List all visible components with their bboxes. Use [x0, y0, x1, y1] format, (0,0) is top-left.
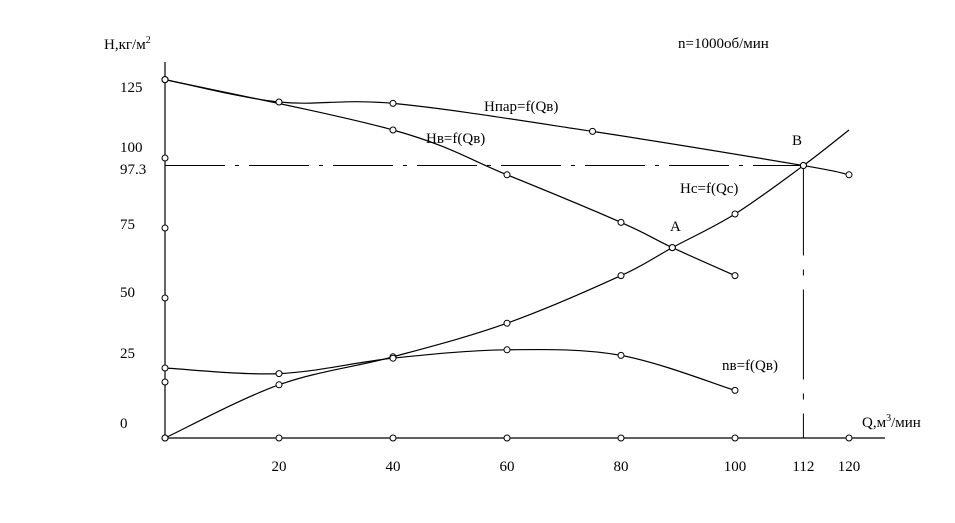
series-nv-line — [164, 348, 736, 391]
y-axis-marker-3 — [161, 294, 169, 302]
point-label-b: B — [792, 133, 802, 149]
y-tick-label-guide: 97.3 — [120, 162, 146, 178]
series-nv-point-1 — [275, 370, 283, 378]
data-markers — [161, 76, 853, 442]
x-tick-label-20: 20 — [272, 459, 287, 475]
series-hc-point-5 — [668, 244, 676, 252]
series-label-hc: Hc=f(Qc) — [680, 181, 738, 197]
y-tick-label-125: 125 — [120, 80, 143, 96]
series-hv-point-2 — [503, 171, 511, 179]
y-tick-label-0: 0 — [120, 416, 128, 432]
x-axis-title-tail: /мин — [891, 415, 921, 431]
axes: 0 25 50 75 100 125 97.3 20 40 60 80 100 112 120 H,кг/м… — [104, 35, 921, 475]
series-nv-point-5 — [731, 386, 739, 394]
y-axis-title: H,кг/м2 — [104, 35, 151, 53]
y-axis-marker-4 — [161, 378, 169, 386]
y-tick-label-50: 50 — [120, 285, 135, 301]
series-hc-point-7 — [799, 162, 807, 170]
point-label-a: A — [670, 219, 681, 235]
y-tick-label-100: 100 — [120, 140, 143, 156]
origin-marker — [161, 434, 169, 442]
x-axis-title: Q,м3/мин — [862, 413, 921, 431]
series-hc-point-4 — [617, 272, 625, 280]
series-hv-point-5 — [731, 272, 739, 280]
x-tick-label-80: 80 — [614, 459, 629, 475]
series-hc-line — [164, 129, 850, 439]
x-axis-marker-2 — [503, 434, 511, 442]
series-hv-point-3 — [617, 218, 625, 226]
series-hpar-point-5 — [845, 171, 853, 179]
series-hv-point-1 — [389, 126, 397, 134]
series-nv-point-2 — [389, 354, 397, 362]
series-hpar-line — [164, 79, 850, 176]
x-axis-marker-0 — [275, 434, 283, 442]
x-tick-label-60: 60 — [500, 459, 515, 475]
y-axis-marker-1 — [161, 154, 169, 162]
chart-title: n=1000об/мин — [678, 36, 769, 52]
series-label-nv: nв=f(Qв) — [722, 358, 778, 374]
x-tick-label-112: 112 — [792, 459, 814, 475]
x-axis-title-sup: 3 — [886, 413, 891, 424]
y-axis-marker-2 — [161, 224, 169, 232]
series-hc-point-3 — [503, 319, 511, 327]
x-tick-label-120: 120 — [838, 459, 861, 475]
series-nv-point-0 — [161, 364, 169, 372]
series-lines — [164, 79, 850, 439]
series-hpar-point-2 — [389, 99, 397, 107]
labels: n=1000об/мин Hпар=f(Qв) Hв=f(Qв) Hc=f(Qc) nв… — [426, 36, 802, 374]
y-axis-title-sup: 2 — [146, 35, 151, 46]
x-axis-marker-1 — [389, 434, 397, 442]
x-axis-marker-4 — [731, 434, 739, 442]
series-hv-line — [164, 79, 736, 277]
series-hpar-point-3 — [589, 127, 596, 135]
x-axis-marker-3 — [617, 434, 625, 442]
series-label-hpar: Hпар=f(Qв) — [484, 99, 558, 115]
series-nv-point-4 — [617, 351, 625, 359]
y-tick-label-75: 75 — [120, 217, 135, 233]
y-axis-marker-0 — [161, 76, 169, 84]
x-axis-marker-5 — [845, 434, 853, 442]
series-nv-point-3 — [503, 346, 511, 354]
y-tick-label-25: 25 — [120, 346, 135, 362]
series-label-hv: Hв=f(Qв) — [426, 131, 485, 147]
x-tick-label-100: 100 — [724, 459, 747, 475]
series-hpar-point-1 — [275, 98, 283, 106]
series-hc-point-6 — [731, 210, 739, 218]
guide-lines — [165, 165, 804, 438]
series-hc-point-1 — [275, 381, 283, 389]
x-tick-label-40: 40 — [386, 459, 401, 475]
